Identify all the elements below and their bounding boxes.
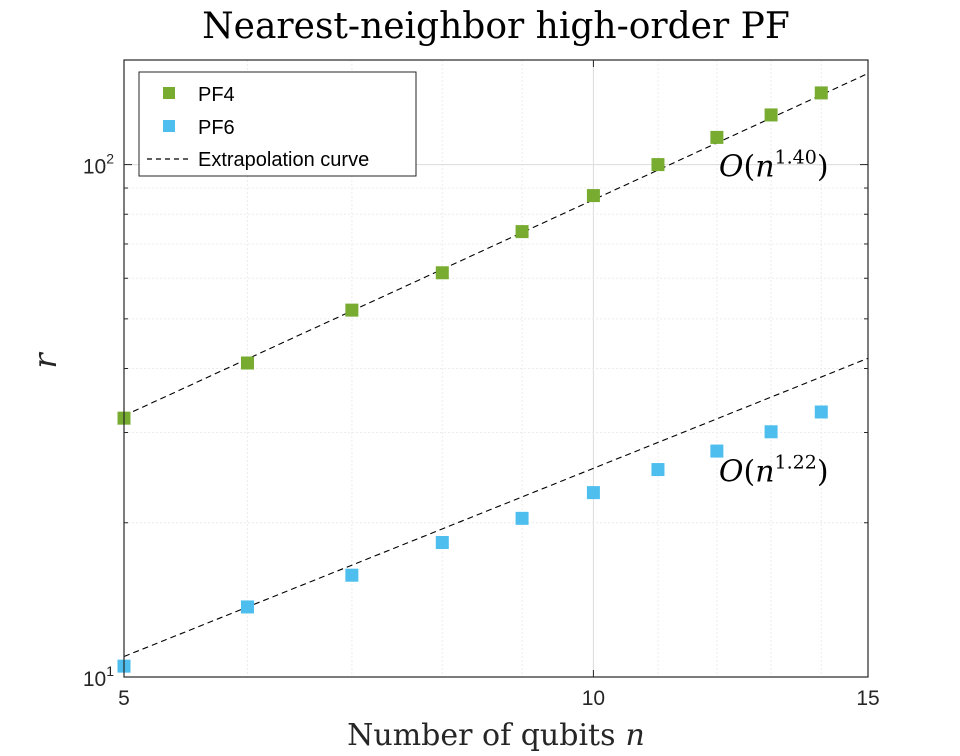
data-point-pf4 — [240, 356, 254, 370]
y-axis-label: r — [26, 352, 64, 369]
data-point-pf6 — [435, 536, 449, 550]
data-point-pf4 — [515, 225, 529, 239]
data-point-pf4 — [814, 86, 828, 100]
data-point-pf4 — [710, 130, 724, 144]
data-point-pf6 — [710, 444, 724, 458]
data-points — [117, 86, 828, 673]
legend-label-extrapolation: Extrapolation curve — [198, 149, 369, 171]
x-axis-ticks: 5 10 15 — [118, 60, 880, 710]
x-tick-label: 5 — [118, 687, 130, 710]
fit-annotation: O(n1.40) — [719, 147, 829, 185]
data-point-pf6 — [814, 405, 828, 419]
chart-title: Nearest-neighbor high-order PF — [202, 6, 790, 47]
x-tick-label: 10 — [582, 687, 605, 710]
x-axis-label-variable: n — [626, 718, 645, 753]
y-tick-label: 101 — [83, 663, 114, 691]
data-point-pf6 — [240, 600, 254, 614]
y-axis-ticks: 101 102 — [83, 151, 868, 691]
fit-annotation: O(n1.22) — [719, 452, 829, 490]
legend-label-pf6: PF6 — [198, 117, 235, 139]
x-axis-label: Number of qubits n — [347, 718, 645, 753]
data-point-pf6 — [651, 463, 665, 477]
data-point-pf6 — [586, 486, 600, 500]
data-point-pf4 — [586, 189, 600, 203]
legend-marker-pf6 — [163, 120, 175, 132]
legend: PF4 PF6 Extrapolation curve — [138, 71, 417, 177]
y-tick-label: 102 — [83, 151, 114, 179]
fit-annotations: O(n1.40) O(n1.22) — [719, 147, 829, 490]
legend-label-pf4: PF4 — [198, 84, 235, 106]
data-point-pf6 — [515, 511, 529, 525]
extrapolation-curve-pf4 — [123, 72, 869, 417]
data-point-pf6 — [764, 425, 778, 439]
data-point-pf4 — [764, 108, 778, 122]
legend-marker-pf4 — [163, 87, 175, 99]
x-axis-label-text: Number of qubits — [347, 718, 615, 753]
grid-lines — [123, 60, 869, 677]
data-point-pf4 — [345, 303, 359, 317]
data-point-pf4 — [651, 158, 665, 172]
data-point-pf4 — [435, 266, 449, 280]
data-point-pf6 — [345, 568, 359, 582]
x-tick-label: 15 — [856, 687, 879, 710]
